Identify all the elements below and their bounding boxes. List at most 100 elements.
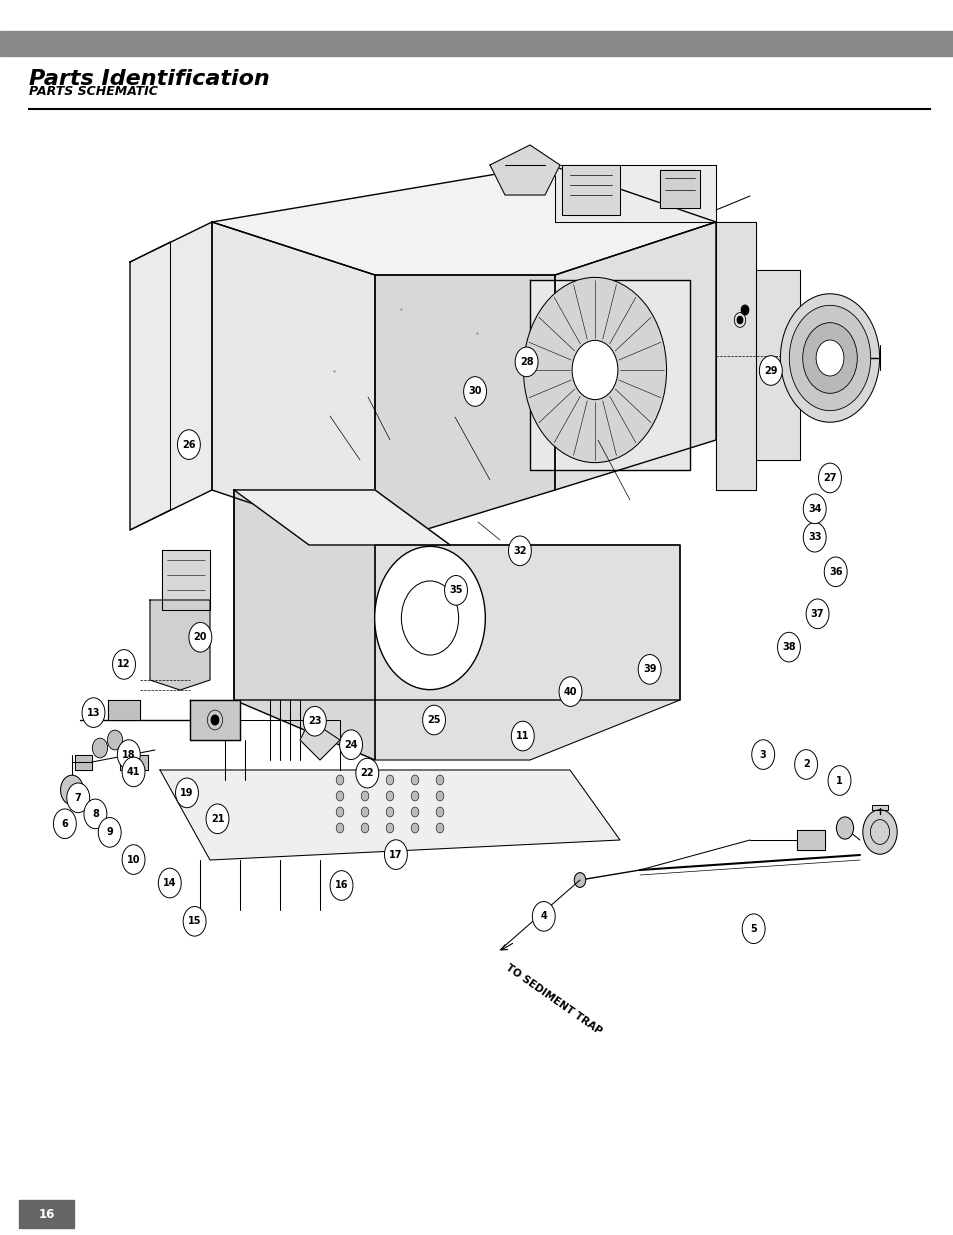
Text: 38: 38: [781, 642, 795, 652]
Circle shape: [108, 730, 123, 750]
Polygon shape: [530, 280, 689, 471]
Circle shape: [175, 778, 198, 808]
Circle shape: [335, 806, 343, 816]
Polygon shape: [299, 720, 339, 760]
Text: 15: 15: [188, 916, 201, 926]
Text: 8: 8: [91, 809, 99, 819]
Circle shape: [780, 294, 879, 422]
Polygon shape: [160, 769, 619, 860]
Text: 35: 35: [449, 585, 462, 595]
Text: 27: 27: [822, 473, 836, 483]
Circle shape: [82, 698, 105, 727]
Text: 4: 4: [539, 911, 547, 921]
Circle shape: [827, 766, 850, 795]
Circle shape: [737, 316, 742, 324]
Circle shape: [794, 750, 817, 779]
Circle shape: [183, 906, 206, 936]
Circle shape: [436, 806, 443, 816]
Circle shape: [122, 757, 145, 787]
Circle shape: [158, 868, 181, 898]
Circle shape: [177, 430, 200, 459]
Circle shape: [777, 632, 800, 662]
Circle shape: [444, 576, 467, 605]
Polygon shape: [150, 600, 210, 690]
Circle shape: [515, 347, 537, 377]
Text: 9: 9: [106, 827, 113, 837]
Circle shape: [375, 546, 485, 689]
Polygon shape: [233, 490, 450, 545]
Circle shape: [386, 806, 394, 816]
Circle shape: [638, 655, 660, 684]
Circle shape: [60, 776, 83, 805]
Polygon shape: [716, 222, 755, 490]
Circle shape: [189, 622, 212, 652]
Circle shape: [751, 740, 774, 769]
Text: 22: 22: [360, 768, 374, 778]
Circle shape: [92, 739, 108, 758]
Circle shape: [206, 804, 229, 834]
Text: 21: 21: [211, 814, 224, 824]
Bar: [0, 31, 953, 56]
Text: 10: 10: [127, 855, 140, 864]
Text: 29: 29: [763, 366, 777, 375]
Circle shape: [463, 377, 486, 406]
Circle shape: [361, 776, 369, 785]
Polygon shape: [755, 270, 800, 459]
Polygon shape: [871, 805, 887, 810]
Circle shape: [335, 792, 343, 802]
Text: 7: 7: [74, 793, 82, 803]
Text: 18: 18: [122, 750, 135, 760]
Text: 39: 39: [642, 664, 656, 674]
Circle shape: [802, 494, 825, 524]
Circle shape: [815, 340, 843, 375]
Text: Parts Identification: Parts Identification: [29, 69, 269, 89]
Text: 16: 16: [335, 881, 348, 890]
Text: 36: 36: [828, 567, 841, 577]
Circle shape: [411, 792, 418, 802]
Text: 6: 6: [61, 819, 69, 829]
Circle shape: [117, 740, 140, 769]
Circle shape: [339, 730, 362, 760]
Text: 40: 40: [563, 687, 577, 697]
Circle shape: [422, 705, 445, 735]
Circle shape: [740, 305, 748, 315]
Polygon shape: [490, 144, 559, 195]
Circle shape: [862, 810, 896, 855]
Circle shape: [836, 816, 853, 839]
Polygon shape: [212, 222, 375, 545]
Text: 3: 3: [759, 750, 766, 760]
Circle shape: [98, 818, 121, 847]
Circle shape: [532, 902, 555, 931]
Text: 32: 32: [513, 546, 526, 556]
Polygon shape: [796, 830, 824, 850]
Circle shape: [802, 522, 825, 552]
Text: 20: 20: [193, 632, 207, 642]
Polygon shape: [555, 222, 716, 490]
Text: 14: 14: [163, 878, 176, 888]
Circle shape: [823, 557, 846, 587]
Circle shape: [122, 845, 145, 874]
Circle shape: [558, 677, 581, 706]
Polygon shape: [375, 545, 679, 760]
Circle shape: [386, 792, 394, 802]
Text: 23: 23: [308, 716, 321, 726]
Text: 17: 17: [389, 850, 402, 860]
Text: 11: 11: [516, 731, 529, 741]
Text: 25: 25: [427, 715, 440, 725]
Text: 12: 12: [117, 659, 131, 669]
Circle shape: [759, 356, 781, 385]
Circle shape: [818, 463, 841, 493]
Text: 19: 19: [180, 788, 193, 798]
Polygon shape: [555, 165, 716, 222]
Circle shape: [355, 758, 378, 788]
Circle shape: [386, 776, 394, 785]
Text: 30: 30: [468, 387, 481, 396]
Polygon shape: [130, 222, 212, 530]
Polygon shape: [233, 490, 679, 700]
Text: 1: 1: [835, 776, 842, 785]
Text: PARTS SCHEMATIC: PARTS SCHEMATIC: [29, 84, 157, 98]
Text: 5: 5: [749, 924, 757, 934]
Circle shape: [53, 809, 76, 839]
Circle shape: [335, 776, 343, 785]
Polygon shape: [233, 490, 375, 760]
